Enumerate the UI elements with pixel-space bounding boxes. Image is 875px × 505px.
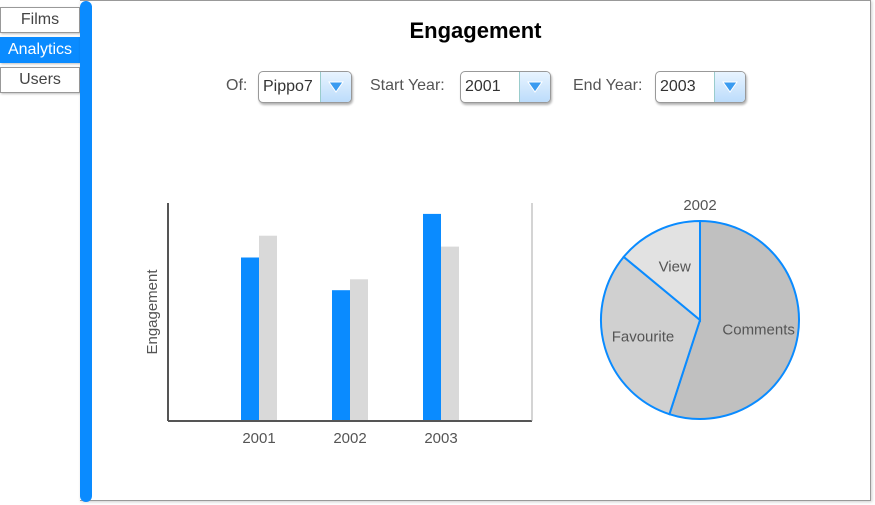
end-year-value: 2003	[660, 78, 696, 95]
bar-2002-series-1	[332, 290, 350, 421]
panel-accent-bar	[80, 1, 92, 502]
chevron-down-icon[interactable]	[714, 72, 745, 102]
page-title: Engagement	[409, 18, 542, 43]
end-year-select[interactable]: 2003	[655, 71, 746, 103]
start-year-select[interactable]: 2001	[460, 71, 551, 103]
y-axis-label: Engagement	[144, 269, 161, 355]
chevron-down-icon[interactable]	[320, 72, 351, 102]
start-year-value: 2001	[465, 78, 501, 95]
engagement-pie-chart: 2002 Comments Favourite View	[600, 197, 800, 420]
x-tick-label: 2002	[333, 430, 366, 447]
pie-slice-view	[622, 219, 701, 323]
engagement-bar-chart: Engagement 2001 2002 2003	[144, 203, 533, 447]
of-select-value: Pippo7	[263, 78, 313, 95]
bar-2003-series-1	[423, 213, 441, 421]
nav-item-users[interactable]: Users	[0, 67, 80, 93]
start-year-label: Start Year:	[370, 77, 445, 94]
x-tick-label: 2001	[242, 430, 275, 447]
nav-item-analytics[interactable]: Analytics	[0, 37, 80, 63]
side-nav: Films Analytics Users	[0, 7, 80, 97]
end-year-label: End Year:	[573, 77, 643, 94]
bar-2002-series-2	[350, 279, 368, 421]
bar-2001-series-2	[259, 235, 277, 421]
pie-slice-favourite	[600, 255, 702, 416]
pie-slice-comments	[668, 219, 800, 420]
of-select[interactable]: Pippo7	[258, 71, 352, 103]
bar-2001-series-1	[241, 257, 259, 421]
x-tick-label: 2003	[424, 430, 457, 447]
pie-title: 2002	[683, 197, 716, 214]
chevron-down-icon[interactable]	[519, 72, 550, 102]
pie-label-view: View	[659, 258, 691, 275]
of-label: Of:	[226, 77, 248, 94]
bar-2003-series-2	[441, 246, 459, 421]
pie-label-favourite: Favourite	[612, 329, 675, 346]
nav-item-films[interactable]: Films	[0, 7, 80, 33]
pie-label-comments: Comments	[722, 321, 795, 338]
